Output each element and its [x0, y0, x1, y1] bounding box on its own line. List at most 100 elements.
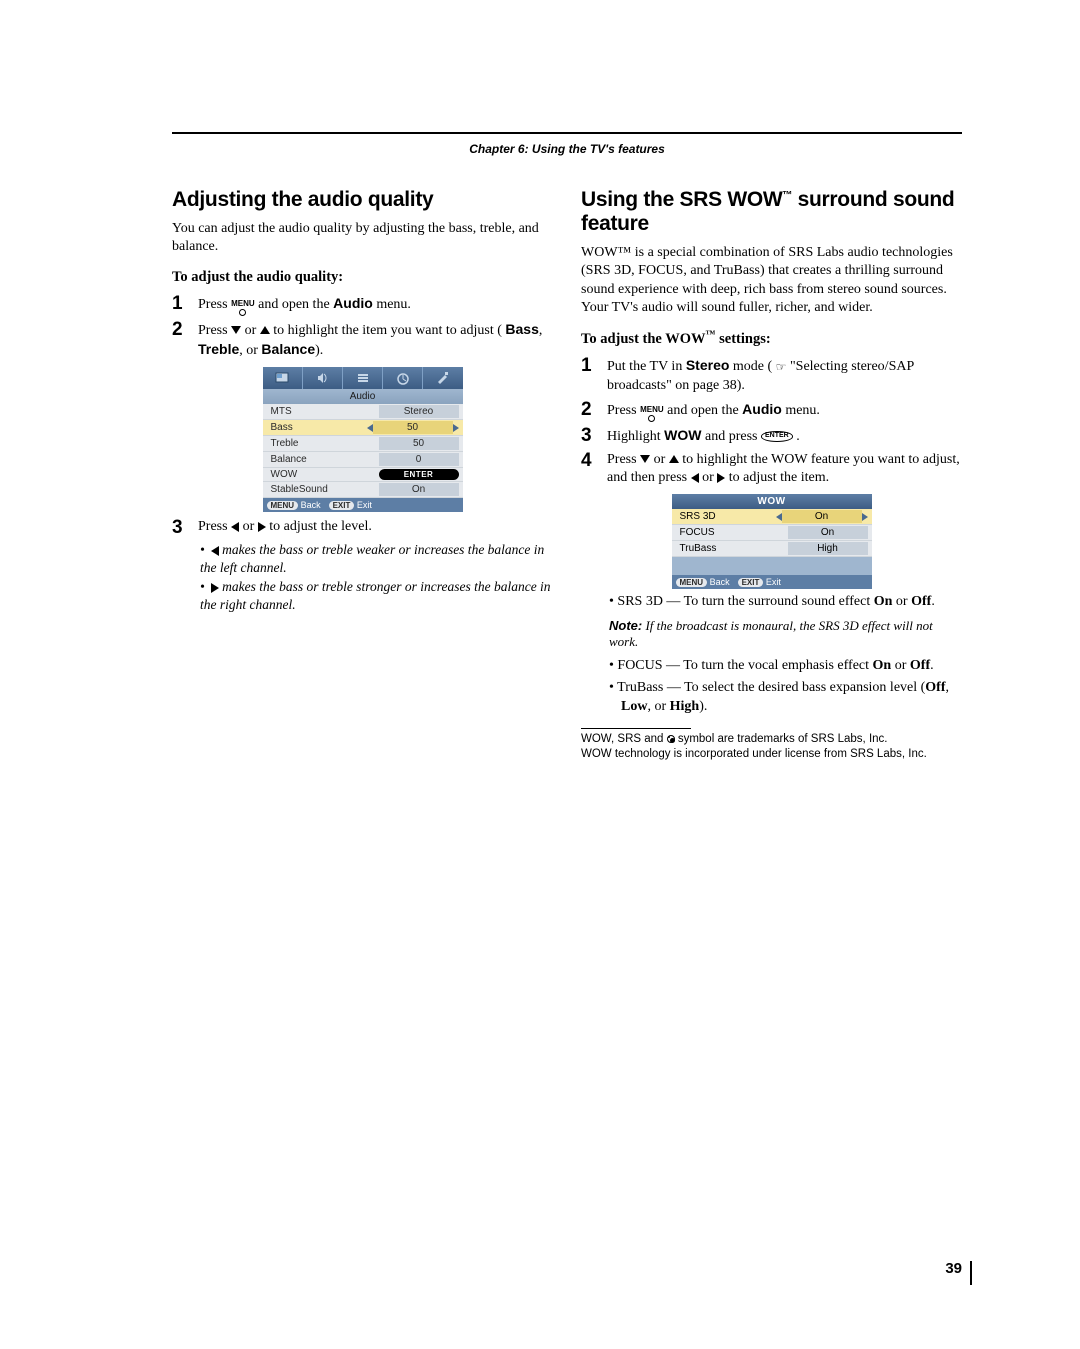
- tab-timer-icon: [383, 367, 423, 389]
- text-bold: Audio: [742, 401, 782, 417]
- menu-row-value: On: [379, 483, 459, 496]
- up-arrow-icon: [260, 326, 270, 334]
- menu-row: FOCUSOn: [672, 525, 872, 541]
- menu-row-label: MTS: [267, 406, 379, 417]
- text: makes the bass or treble stronger or inc…: [200, 579, 551, 612]
- text: .: [930, 658, 934, 673]
- page-number-rule: [970, 1261, 972, 1285]
- exit-pill: EXIT: [738, 578, 764, 587]
- text: Back: [301, 500, 321, 510]
- hand-pointer-icon: ☞: [776, 359, 787, 375]
- footnote-rule: [581, 728, 691, 729]
- menu-row-label: TruBass: [676, 543, 788, 554]
- exit-pill: EXIT: [329, 501, 355, 510]
- text: symbol are trademarks of SRS Labs, Inc.: [675, 733, 888, 745]
- left-arrow-icon: [211, 546, 219, 556]
- text: or: [243, 519, 258, 534]
- section-title-wow: Using the SRS WOW™ surround sound featur…: [581, 188, 962, 236]
- footnote-1: WOW, SRS and symbol are trademarks of SR…: [581, 732, 962, 747]
- right-li-3: • TruBass — To select the desired bass e…: [609, 679, 962, 715]
- text: ,: [539, 323, 543, 338]
- menu-title: Audio: [263, 389, 463, 404]
- text: or: [245, 323, 260, 338]
- up-arrow-icon: [669, 455, 679, 463]
- menu-row-value: 50: [379, 437, 459, 450]
- wow-menu-footer: MENU Back EXIT Exit: [672, 575, 872, 589]
- left-bullet-1: • makes the bass or treble weaker or inc…: [200, 541, 553, 576]
- menu-row-label: SRS 3D: [676, 511, 776, 522]
- text-bold: On: [874, 594, 893, 609]
- text: and open the: [667, 403, 742, 418]
- text: Exit: [766, 577, 781, 587]
- left-step-1: 1 Press MENU and open the Audio menu.: [172, 294, 553, 316]
- right-arrow-icon: [453, 424, 459, 432]
- text: or: [891, 658, 910, 673]
- text: Press: [198, 297, 231, 312]
- step-number: 4: [581, 451, 595, 470]
- text-bold: Audio: [333, 295, 373, 311]
- text: menu.: [376, 297, 411, 312]
- text-bold: WOW: [664, 427, 701, 443]
- tab-audio-icon: [303, 367, 343, 389]
- right-step-3: 3 Highlight WOW and press ENTER .: [581, 426, 962, 447]
- text: WOW, SRS and: [581, 733, 667, 745]
- menu-row-label: WOW: [267, 469, 379, 480]
- text: to adjust the level.: [269, 519, 372, 534]
- menu-row-value: On: [788, 526, 868, 539]
- text-bold: Off: [911, 594, 931, 609]
- text: Put the TV in: [607, 359, 686, 374]
- section-title-audio: Adjusting the audio quality: [172, 188, 553, 212]
- left-arrow-icon: [231, 522, 239, 532]
- text: to adjust the item.: [729, 470, 829, 485]
- step-number: 2: [172, 320, 186, 339]
- text: FOCUS — To turn the vocal emphasis effec…: [617, 658, 872, 673]
- text: Exit: [357, 500, 372, 510]
- step-body: Press or to highlight the WOW feature yo…: [607, 451, 962, 489]
- down-arrow-icon: [640, 455, 650, 463]
- menu-row-label: FOCUS: [676, 527, 788, 538]
- chapter-header: Chapter 6: Using the TV's features: [172, 142, 962, 160]
- audio-menu-screenshot: Audio MTSStereoBass50Treble50Balance0WOW…: [263, 367, 463, 512]
- right-arrow-icon: [211, 583, 219, 593]
- enter-button-icon: ENTER: [761, 431, 793, 441]
- text: Press: [198, 519, 231, 534]
- text-bold: Balance: [261, 341, 315, 357]
- text: , or: [239, 343, 261, 358]
- text: ,: [946, 680, 950, 695]
- right-step-4: 4 Press or to highlight the WOW feature …: [581, 451, 962, 489]
- menu-tabs: [263, 367, 463, 389]
- right-intro: WOW™ is a special combination of SRS Lab…: [581, 244, 962, 317]
- note-label: Note:: [609, 618, 642, 633]
- note-body: If the broadcast is monaural, the SRS 3D…: [609, 618, 933, 650]
- left-step-3: 3 Press or to adjust the level.: [172, 518, 553, 537]
- menu-row: WOWENTER: [263, 468, 463, 482]
- tab-setup-icon: [343, 367, 383, 389]
- tab-picture-icon: [263, 367, 303, 389]
- left-arrow-icon: [691, 473, 699, 483]
- columns: Adjusting the audio quality You can adju…: [172, 188, 962, 762]
- text: .: [931, 594, 935, 609]
- text: , or: [647, 699, 669, 714]
- text: Highlight: [607, 429, 664, 444]
- menu-row: Balance0: [263, 452, 463, 468]
- menu-button-icon: MENU: [640, 406, 664, 422]
- left-column: Adjusting the audio quality You can adju…: [172, 188, 553, 762]
- right-step-1: 1 Put the TV in Stereo mode ( ☞ "Selecti…: [581, 356, 962, 396]
- step-body: Press MENU and open the Audio menu.: [607, 400, 962, 422]
- text-bold: Bass: [505, 321, 538, 337]
- step-body: Highlight WOW and press ENTER .: [607, 426, 962, 447]
- menu-row-label: Bass: [267, 422, 367, 433]
- left-intro: You can adjust the audio quality by adju…: [172, 220, 553, 256]
- page-number: 39: [945, 1260, 962, 1277]
- text-bold: On: [873, 658, 892, 673]
- menu-button-icon: MENU: [231, 300, 255, 316]
- text: mode (: [733, 359, 772, 374]
- text: settings:: [716, 331, 771, 347]
- menu-pill: MENU: [267, 501, 299, 510]
- tm-symbol: ™: [706, 329, 716, 340]
- menu-row: Bass50: [263, 420, 463, 436]
- step-number: 3: [581, 426, 595, 445]
- step-body: Press or to adjust the level.: [198, 518, 553, 537]
- wow-menu-screenshot: WOW SRS 3DOnFOCUSOnTruBassHigh MENU Back…: [672, 494, 872, 589]
- menu-footer: MENU Back EXIT Exit: [263, 498, 463, 512]
